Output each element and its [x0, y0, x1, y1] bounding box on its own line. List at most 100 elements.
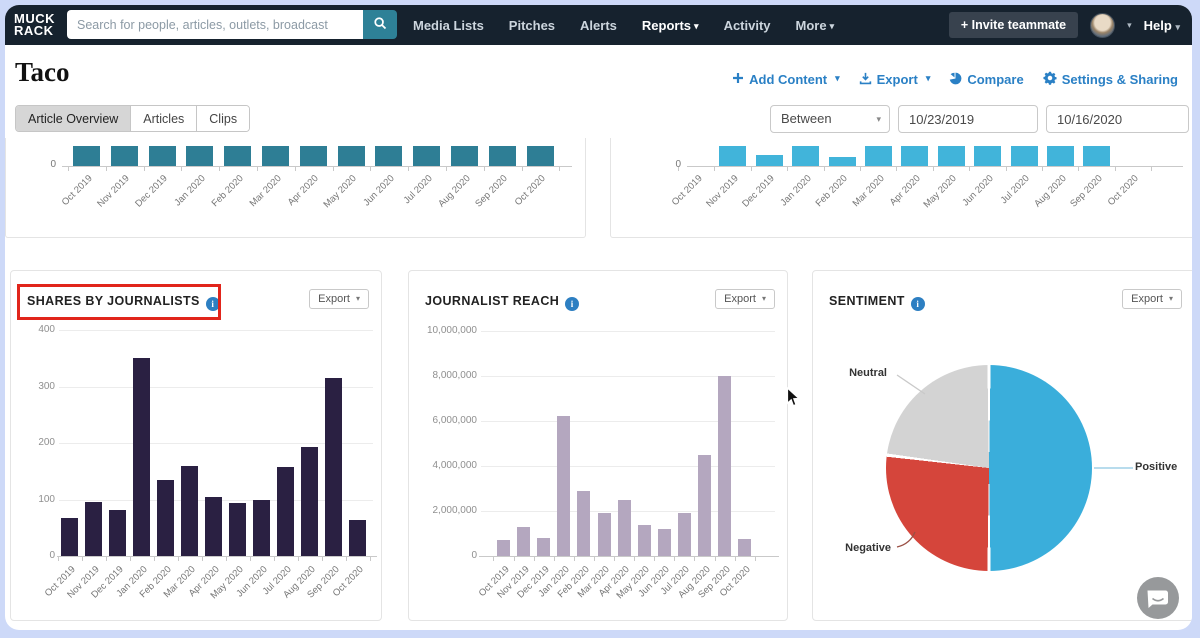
y-axis-label: 2,000,000	[432, 505, 478, 516]
axis-tick	[614, 557, 616, 561]
gridline	[481, 376, 775, 377]
bar	[1047, 146, 1074, 166]
tab-article-overview[interactable]: Article Overview	[16, 106, 132, 131]
bar	[557, 416, 571, 556]
end-date-input[interactable]	[1046, 105, 1189, 133]
action-settings-sharing[interactable]: Settings & Sharing	[1043, 71, 1178, 88]
axis-tick	[654, 557, 656, 561]
axis-tick	[634, 557, 636, 561]
bar	[299, 146, 327, 166]
nav-item-pitches[interactable]: Pitches	[508, 17, 556, 33]
export-button[interactable]: Export ▾	[309, 289, 369, 309]
axis-tick	[714, 557, 716, 561]
axis-tick	[1114, 167, 1116, 171]
bar	[413, 146, 441, 166]
sentiment-panel: SENTIMENT i Export ▾ Neutral Positive Neg…	[812, 270, 1192, 621]
info-icon[interactable]: i	[910, 297, 925, 311]
axis-tick	[81, 557, 83, 561]
axis-tick	[754, 557, 756, 561]
search-input[interactable]	[67, 10, 363, 39]
logo-line-2: RACK	[14, 23, 54, 38]
y-axis-label: 6,000,000	[432, 415, 478, 426]
axis-tick	[332, 167, 334, 171]
avatar-caret-icon[interactable]: ▾	[1127, 19, 1132, 30]
main-nav: Media Lists Pitches Alerts Reports ▾ Activity…	[413, 5, 834, 45]
bar	[901, 146, 929, 166]
bar	[488, 146, 516, 166]
action-add-content[interactable]: Add Content ▾	[732, 72, 840, 87]
start-date-input[interactable]	[898, 105, 1038, 133]
gridline	[481, 331, 775, 332]
date-range-operator-select[interactable]: Between ▾	[770, 105, 890, 133]
avatar[interactable]	[1090, 12, 1116, 38]
axis-tick	[823, 167, 825, 171]
bar	[657, 529, 671, 556]
bar	[148, 146, 176, 166]
axis-tick	[369, 557, 371, 561]
axis-tick	[1078, 167, 1080, 171]
y-axis-label: 400	[38, 324, 55, 335]
chevron-down-icon: ▾	[835, 73, 840, 83]
bar	[61, 518, 78, 556]
gridline	[59, 386, 373, 388]
export-button[interactable]: Export ▾	[715, 289, 775, 309]
info-icon[interactable]: i	[205, 297, 220, 311]
axis-tick	[68, 167, 69, 171]
bar	[865, 146, 892, 166]
bar	[828, 157, 856, 166]
axis-tick	[57, 557, 59, 561]
axis-tick	[225, 557, 227, 561]
pie-label-neutral: Neutral	[849, 367, 887, 379]
nav-item-alerts[interactable]: Alerts	[580, 17, 617, 33]
axis-tick	[513, 557, 515, 561]
bar	[537, 538, 551, 556]
axis-tick	[559, 167, 561, 171]
bar	[375, 146, 403, 166]
gear-icon	[1043, 71, 1057, 88]
bar	[937, 146, 965, 166]
info-icon[interactable]: i	[565, 297, 580, 311]
top-navigation-bar: MUCK RACK Media Lists Pitches Alerts Report…	[5, 5, 1192, 45]
journalist-reach-panel: JOURNALIST REACH i Export ▾ 0 2,000,000 4,0…	[408, 270, 788, 621]
nav-item-media-lists[interactable]: Media Lists	[413, 17, 484, 33]
axis-tick	[969, 167, 971, 171]
bar	[1010, 146, 1038, 166]
axis-tick	[593, 557, 595, 561]
nav-item-more[interactable]: More ▾	[795, 17, 835, 33]
bar	[85, 502, 102, 556]
invite-teammate-button[interactable]: + Invite teammate	[948, 12, 1079, 38]
tab-articles[interactable]: Articles	[131, 106, 198, 131]
action-compare[interactable]: Compare	[949, 72, 1024, 88]
axis-tick	[294, 167, 296, 171]
bar	[277, 467, 294, 556]
pie-label-positive: Positive	[1135, 461, 1178, 473]
bar	[451, 146, 478, 166]
help-caret-icon: ▾	[1175, 21, 1180, 32]
chat-widget-button[interactable]	[1136, 576, 1180, 620]
y-axis-label: 10,000,000	[426, 325, 477, 336]
muckrack-logo[interactable]: MUCK RACK	[14, 12, 55, 38]
axis-tick	[1005, 167, 1007, 171]
nav-item-activity[interactable]: Activity	[723, 17, 771, 33]
axis-tick	[734, 557, 736, 561]
pie-label-negative: Negative	[845, 542, 891, 554]
action-export[interactable]: Export ▾	[859, 72, 930, 88]
axis-tick	[678, 167, 679, 171]
bar	[755, 155, 783, 166]
axis-tick	[714, 167, 716, 171]
export-button[interactable]: Export ▾	[1122, 289, 1182, 309]
help-menu[interactable]: Help ▾	[1143, 17, 1180, 33]
axis-tick	[573, 557, 575, 561]
tab-clips[interactable]: Clips	[197, 106, 250, 131]
axis-tick	[932, 167, 934, 171]
axis-tick	[249, 557, 251, 561]
search-button[interactable]	[363, 10, 397, 39]
axis-tick	[105, 167, 107, 171]
page-title: Taco	[15, 57, 70, 87]
bar	[617, 500, 631, 556]
y-axis-label: 0	[49, 550, 55, 561]
gridline	[59, 443, 373, 444]
nav-item-reports[interactable]: Reports ▾	[641, 17, 699, 33]
bar	[719, 146, 747, 166]
x-axis-line	[479, 556, 779, 557]
